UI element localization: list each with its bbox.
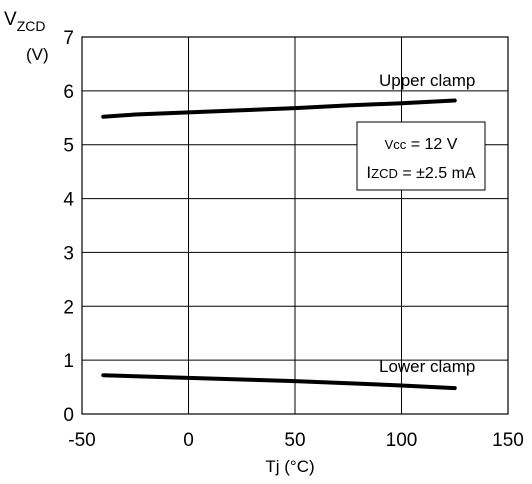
y-axis-label-main: V xyxy=(4,9,17,30)
y-tick-label: 7 xyxy=(63,28,74,49)
x-tick-labels: -50 0 50 100 150 xyxy=(68,430,524,451)
x-tick-label: -50 xyxy=(68,430,95,451)
y-axis-unit: (V) xyxy=(26,45,49,64)
upper-clamp-line xyxy=(101,98,457,119)
lower-clamp-line xyxy=(101,373,457,391)
y-tick-label: 6 xyxy=(63,82,74,103)
y-tick-labels: 0 1 2 3 4 5 6 7 xyxy=(63,28,74,426)
condition-vcc-label: Vcc xyxy=(385,137,407,152)
condition-izcd-value: = ±2.5 mA xyxy=(398,165,476,182)
series-layer xyxy=(101,98,457,391)
x-tick-label: 100 xyxy=(386,430,418,451)
condition-izcd-sub: ZCD xyxy=(371,166,398,181)
lower-clamp-label: Lower clamp xyxy=(379,357,475,376)
x-tick-label: 50 xyxy=(284,430,305,451)
y-axis-label: VZCD xyxy=(4,9,45,34)
conditions-box-frame xyxy=(356,121,486,191)
condition-vcc-value: = 12 V xyxy=(406,136,457,153)
condition-vcc: Vcc = 12 V xyxy=(385,136,458,153)
y-axis-label-sub: ZCD xyxy=(17,18,46,34)
x-axis-label: Tj (°C) xyxy=(265,457,314,476)
upper-clamp-label: Upper clamp xyxy=(379,71,475,90)
condition-izcd: IZCD = ±2.5 mA xyxy=(366,163,475,182)
x-tick-label: 150 xyxy=(492,430,524,451)
y-tick-label: 2 xyxy=(63,297,74,318)
y-tick-label: 3 xyxy=(63,243,74,264)
y-tick-label: 4 xyxy=(63,190,74,211)
y-tick-label: 5 xyxy=(63,136,74,157)
conditions-box: Vcc = 12 V IZCD = ±2.5 mA xyxy=(356,121,486,191)
plot-frame xyxy=(81,36,509,415)
x-tick-label: 0 xyxy=(183,430,194,451)
y-tick-label: 0 xyxy=(63,405,74,426)
condition-izcd-main: I xyxy=(366,163,371,182)
y-tick-label: 1 xyxy=(63,351,74,372)
